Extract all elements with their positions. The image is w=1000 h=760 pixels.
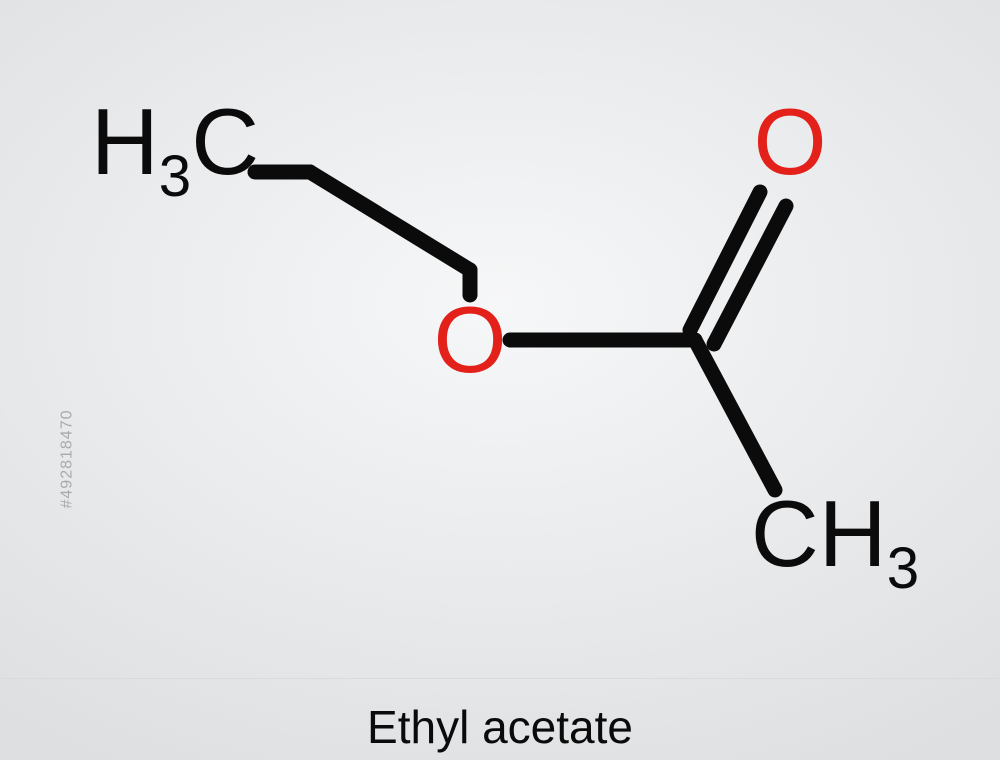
atom-o-center: O: [433, 293, 506, 387]
stock-watermark: #492818470: [58, 410, 76, 509]
atom-h3c-left: H3C: [91, 95, 259, 189]
figure-caption: Ethyl acetate: [0, 700, 1000, 754]
atom-ch3-right: CH3: [751, 487, 919, 581]
figure-canvas: H3C O O CH3 Ethyl acetate #492818470: [0, 0, 1000, 760]
caption-divider: [0, 678, 1000, 679]
atom-o-top: O: [753, 95, 826, 189]
